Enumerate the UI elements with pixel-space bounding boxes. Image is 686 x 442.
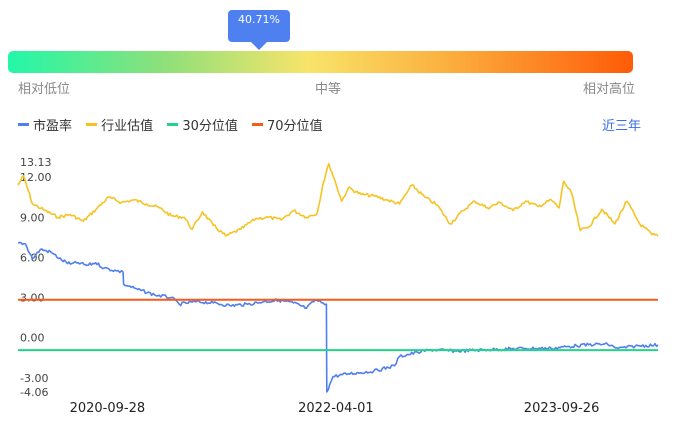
y-tick-label: 0.00 xyxy=(20,332,45,345)
legend-label-p70: 70分位值 xyxy=(267,119,323,134)
legend-item-industry[interactable]: 行业估值 xyxy=(86,115,153,134)
y-tick-label: -3.00 xyxy=(20,372,48,385)
x-tick-label: 2022-04-01 xyxy=(298,401,374,416)
range-three-years-button[interactable]: 近三年 xyxy=(601,119,641,134)
legend-swatch-industry xyxy=(86,123,98,126)
legend-item-p70[interactable]: 70分位值 xyxy=(252,115,323,134)
legend-swatch-p70 xyxy=(252,123,263,126)
y-tick-label: 9.00 xyxy=(20,211,45,224)
chart-legend: 市盈率 行业估值 30分位值 70分位值 xyxy=(18,115,333,135)
legend-swatch-p30 xyxy=(167,123,179,126)
y-tick-label: -4.06 xyxy=(20,386,48,399)
gauge-mid-label: 中等 xyxy=(315,82,342,97)
series-line-pe xyxy=(18,241,659,393)
gauge-low-label: 相对低位 xyxy=(18,82,71,97)
valuation-gauge-bar xyxy=(8,51,633,73)
x-tick-label: 2023-09-26 xyxy=(524,401,600,416)
legend-swatch-pe xyxy=(18,123,29,126)
percentile-tooltip: 40.71% xyxy=(228,10,290,50)
gauge-high-label: 相对高位 xyxy=(583,82,636,97)
legend-label-pe: 市盈率 xyxy=(33,119,73,134)
y-tick-label: 3.00 xyxy=(20,292,45,305)
y-tick-label: 13.13 xyxy=(20,156,52,169)
series-line-industry xyxy=(17,162,659,237)
legend-item-pe[interactable]: 市盈率 xyxy=(18,115,72,134)
x-tick-label: 2020-09-28 xyxy=(70,401,146,416)
y-tick-label: 12.00 xyxy=(20,171,52,184)
legend-label-p30: 30分位值 xyxy=(182,119,238,134)
legend-label-industry: 行业估值 xyxy=(101,119,154,134)
legend-item-p30[interactable]: 30分位值 xyxy=(167,115,238,134)
